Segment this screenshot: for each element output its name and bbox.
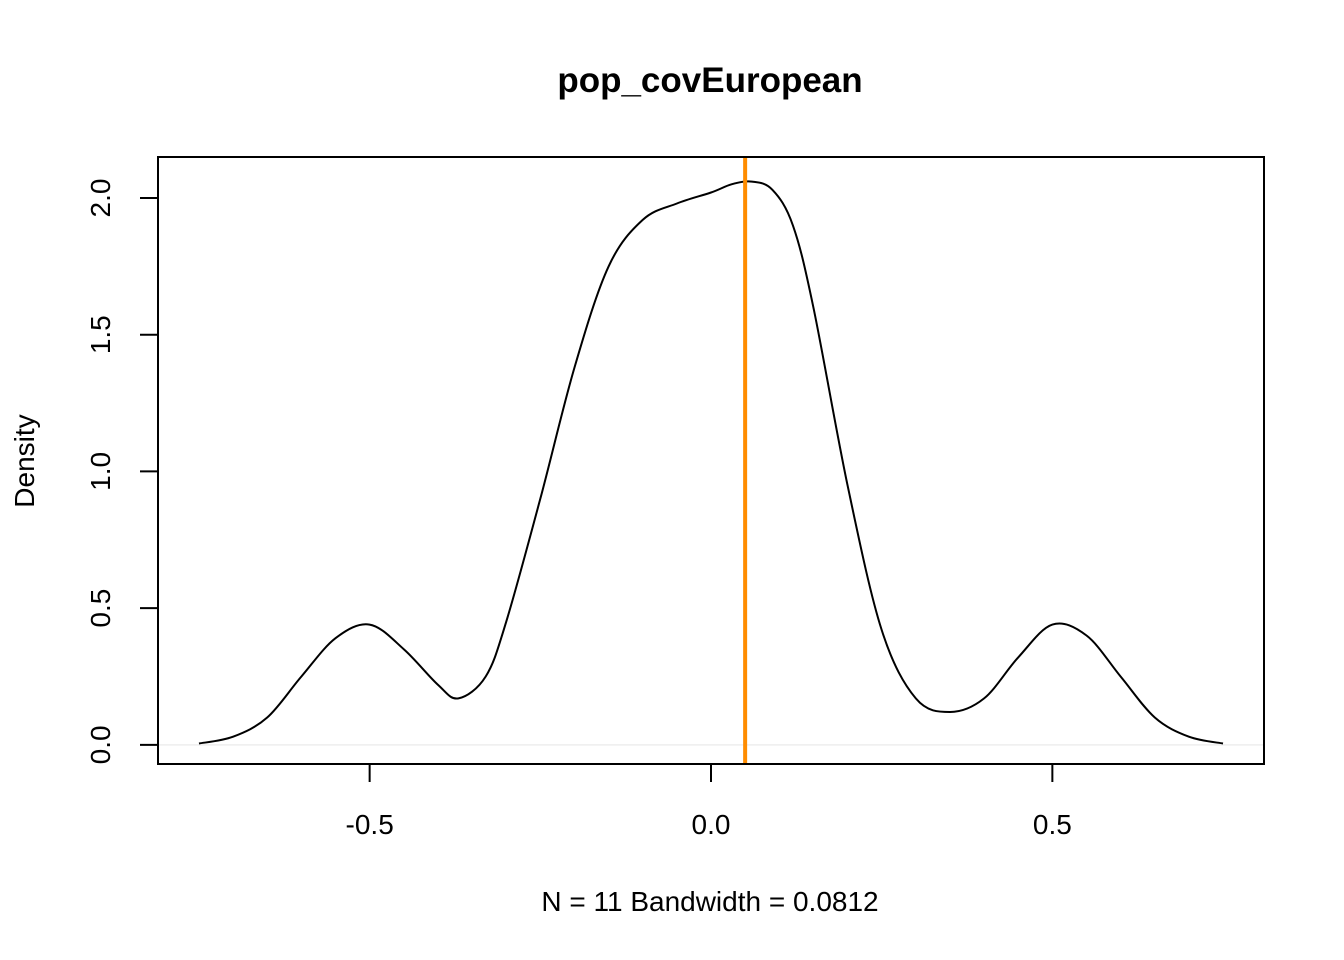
x-axis-label: N = 11 Bandwidth = 0.0812: [541, 886, 878, 917]
x-tick-label: 0.5: [1033, 809, 1072, 840]
y-tick-label: 1.5: [85, 315, 116, 354]
chart-title: pop_covEuropean: [557, 61, 862, 100]
x-tick-label: -0.5: [346, 809, 394, 840]
y-axis-label: Density: [9, 414, 40, 507]
y-tick-label: 0.5: [85, 589, 116, 628]
y-tick-label: 0.0: [85, 725, 116, 764]
plot-layer: [158, 157, 1264, 764]
y-tick-label: 2.0: [85, 179, 116, 218]
x-axis: -0.5 0.0 0.5: [346, 763, 1072, 840]
y-tick-label: 1.0: [85, 452, 116, 491]
x-tick-label: 0.0: [692, 809, 731, 840]
density-curve-0: [198, 180, 1224, 745]
plot-frame: [157, 156, 1265, 765]
y-axis: 0.0 0.5 1.0 1.5 2.0: [85, 179, 159, 764]
